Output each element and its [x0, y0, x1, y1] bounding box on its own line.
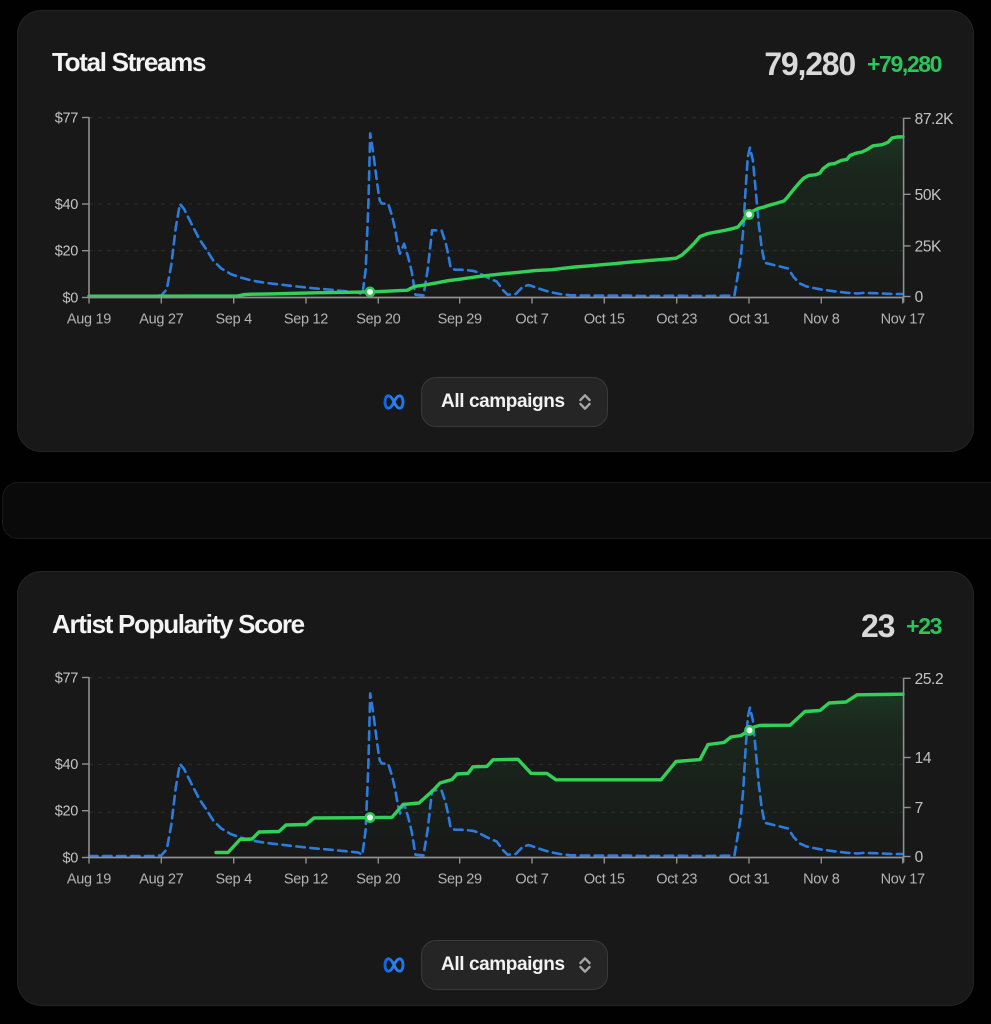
svg-text:Oct 7: Oct 7 [515, 312, 548, 328]
svg-text:Oct 15: Oct 15 [584, 312, 625, 328]
svg-text:Oct 31: Oct 31 [729, 872, 770, 888]
svg-text:Aug 27: Aug 27 [139, 872, 183, 888]
svg-text:Nov 17: Nov 17 [881, 312, 925, 328]
svg-text:Oct 7: Oct 7 [515, 872, 548, 888]
svg-text:Aug 19: Aug 19 [67, 872, 111, 888]
svg-text:$20: $20 [55, 244, 79, 260]
svg-text:Sep 12: Sep 12 [284, 312, 328, 328]
svg-text:Sep 20: Sep 20 [356, 312, 400, 328]
svg-text:Oct 15: Oct 15 [584, 872, 625, 888]
svg-text:$0: $0 [62, 291, 78, 307]
svg-text:Sep 4: Sep 4 [215, 312, 252, 328]
svg-text:Oct 23: Oct 23 [656, 312, 697, 328]
svg-text:Nov 8: Nov 8 [803, 872, 840, 888]
svg-text:Sep 12: Sep 12 [284, 872, 328, 888]
svg-text:Nov 17: Nov 17 [881, 872, 925, 888]
svg-text:Oct 31: Oct 31 [729, 312, 770, 328]
svg-text:Sep 4: Sep 4 [215, 872, 252, 888]
svg-text:50K: 50K [915, 187, 942, 204]
svg-text:Oct 23: Oct 23 [656, 872, 697, 888]
svg-text:25.2: 25.2 [915, 671, 944, 688]
svg-text:$0: $0 [62, 851, 78, 867]
svg-text:Sep 29: Sep 29 [438, 312, 482, 328]
svg-text:87.2K: 87.2K [915, 111, 955, 128]
svg-text:25K: 25K [915, 238, 942, 255]
svg-text:7: 7 [915, 800, 923, 817]
svg-text:Nov 8: Nov 8 [803, 312, 840, 328]
svg-text:0: 0 [915, 289, 924, 306]
svg-text:$40: $40 [55, 197, 79, 213]
svg-text:$40: $40 [55, 757, 79, 773]
svg-text:Aug 19: Aug 19 [67, 312, 111, 328]
svg-text:$20: $20 [55, 804, 79, 820]
svg-text:Sep 20: Sep 20 [356, 872, 400, 888]
svg-text:0: 0 [915, 849, 924, 866]
svg-text:$77: $77 [55, 671, 79, 687]
svg-text:Sep 29: Sep 29 [438, 872, 482, 888]
svg-text:14: 14 [915, 750, 932, 767]
svg-text:$77: $77 [55, 111, 79, 127]
svg-text:Aug 27: Aug 27 [139, 312, 183, 328]
